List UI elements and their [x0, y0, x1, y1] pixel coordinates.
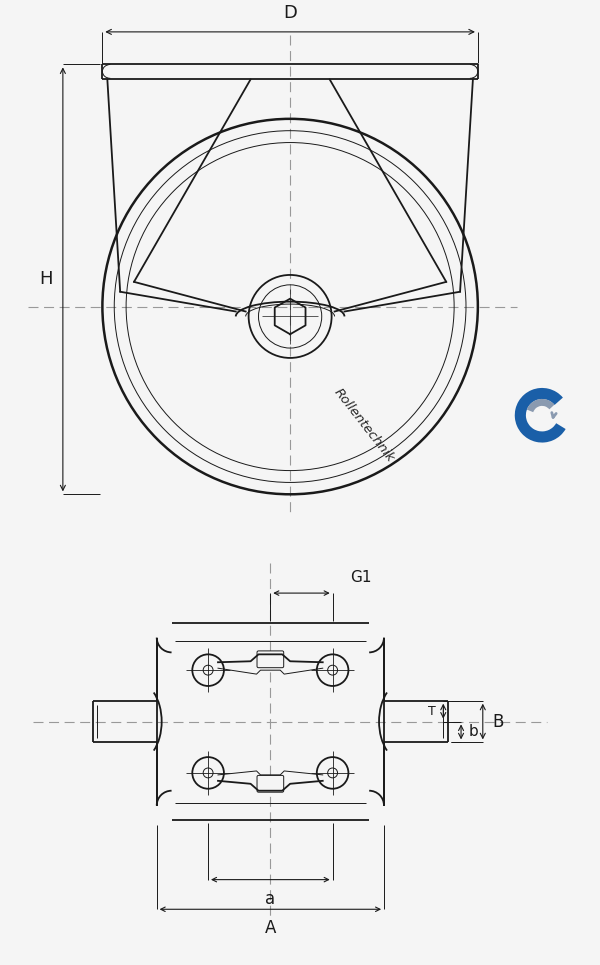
- FancyBboxPatch shape: [257, 776, 284, 792]
- Text: a: a: [265, 890, 275, 907]
- Text: D: D: [283, 4, 297, 22]
- Text: B: B: [493, 712, 504, 731]
- Text: T: T: [428, 704, 436, 718]
- Text: Rollentechnik: Rollentechnik: [331, 386, 397, 464]
- Text: b: b: [469, 725, 479, 739]
- FancyBboxPatch shape: [257, 651, 284, 668]
- Text: G1: G1: [350, 570, 372, 585]
- Text: H: H: [40, 270, 53, 289]
- Text: A: A: [265, 919, 276, 937]
